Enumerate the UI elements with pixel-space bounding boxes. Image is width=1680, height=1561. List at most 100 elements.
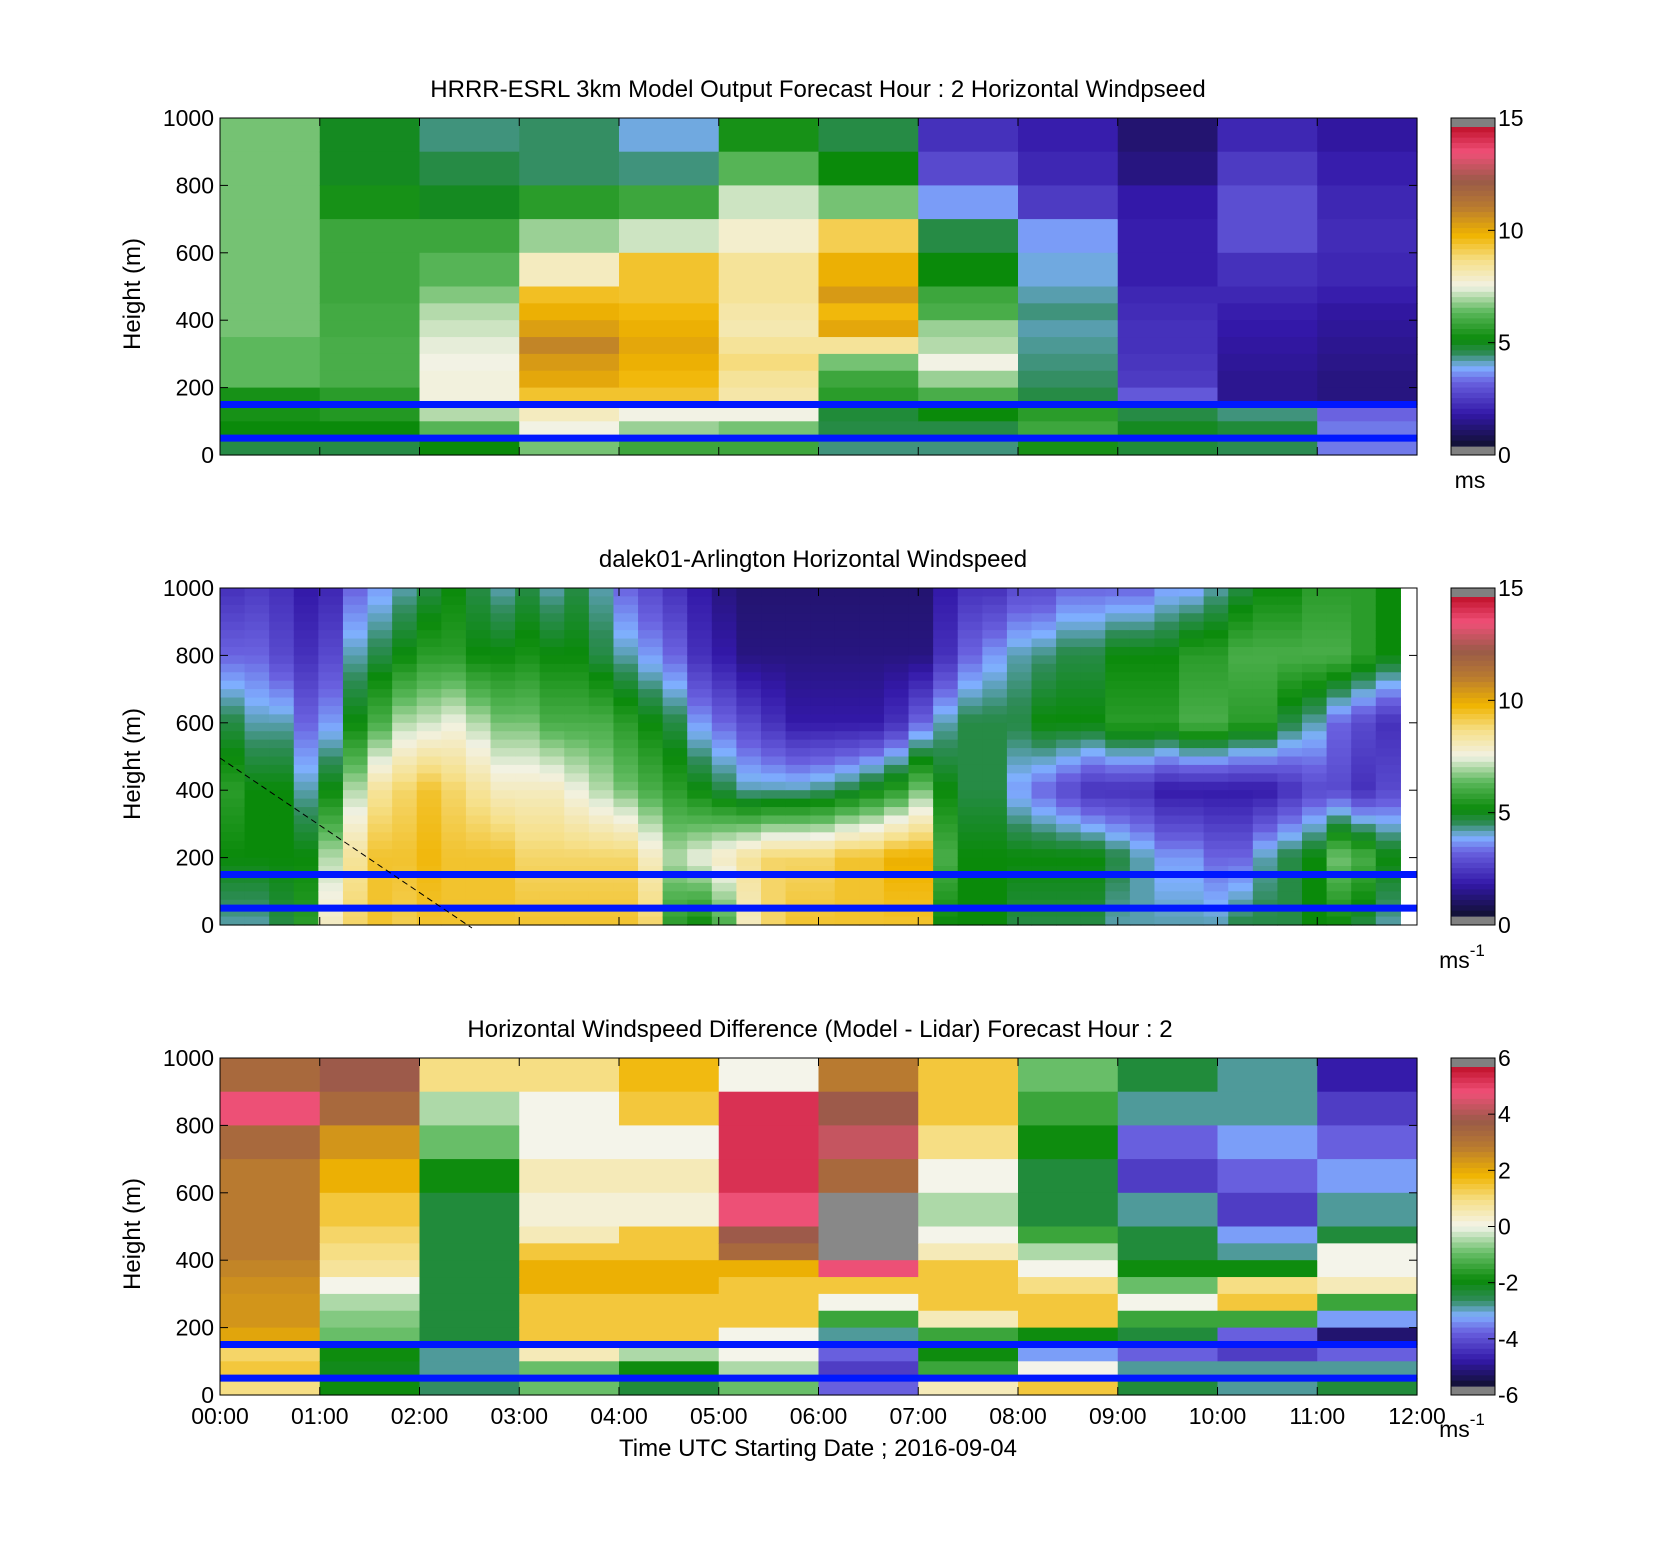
heatmap-cell [519, 353, 620, 372]
heatmap-cell [293, 756, 319, 766]
heatmap-cell [1277, 764, 1303, 774]
heatmap-cell [1006, 604, 1033, 614]
heatmap-cell [539, 874, 565, 884]
colorbar-frame [1450, 117, 1496, 456]
heatmap-cell [918, 1159, 1019, 1194]
heatmap-cell [761, 882, 787, 892]
heatmap-cell [1129, 857, 1156, 867]
heatmap-cell [465, 832, 492, 842]
heatmap-cell [933, 748, 959, 758]
colorbar-cap-top [1451, 588, 1495, 597]
heatmap-cell [441, 798, 467, 808]
heatmap-cell [293, 613, 319, 623]
heatmap-cell [419, 1277, 520, 1295]
heatmap-cell [1302, 756, 1328, 766]
heatmap-cell [465, 646, 492, 656]
heatmap-cell [761, 705, 787, 715]
heatmap-cell [1117, 337, 1219, 355]
heatmap-cell [1018, 252, 1119, 288]
heatmap-cell [613, 739, 639, 749]
heatmap-cell [1018, 1310, 1119, 1329]
heatmap-cell [933, 697, 959, 707]
heatmap-cell [711, 874, 738, 884]
heatmap-cell [1326, 680, 1352, 690]
heatmap-cell [367, 798, 393, 808]
heatmap-cell [441, 588, 467, 598]
heatmap-cell [736, 764, 762, 774]
heatmap-cell [1105, 748, 1131, 758]
heatmap-cell [736, 613, 762, 623]
colorbar-band [1451, 281, 1495, 288]
heatmap-cell [490, 882, 516, 892]
heatmap-cell [539, 672, 565, 682]
heatmap-cell [918, 1091, 1019, 1126]
heatmap-cell [761, 596, 787, 606]
heatmap-cell [1351, 874, 1377, 884]
heatmap-cell [441, 866, 467, 876]
colorbar-band [1451, 318, 1495, 325]
heatmap-cell [441, 697, 467, 707]
heatmap-cell [419, 353, 520, 372]
heatmap-cell [933, 722, 959, 732]
panel-model-heatmap [220, 118, 1418, 456]
heatmap-cell [342, 891, 369, 901]
heatmap-cell [220, 1310, 321, 1329]
heatmap-cell [293, 638, 319, 648]
heatmap-cell [392, 781, 418, 791]
heatmap-cell [318, 916, 344, 926]
heatmap-cell [342, 613, 369, 623]
heatmap-cell [638, 773, 664, 783]
heatmap-cell [416, 630, 442, 640]
heatmap-cell [441, 832, 467, 842]
heatmap-cell [933, 672, 959, 682]
heatmap-cell [1018, 1058, 1119, 1093]
heatmap-cell [419, 1125, 520, 1160]
heatmap-cell [1375, 748, 1401, 758]
heatmap-cell [1302, 638, 1328, 648]
heatmap-cell [982, 705, 1008, 715]
heatmap-cell [834, 655, 860, 665]
heatmap-cell [662, 739, 688, 749]
heatmap-cell [342, 866, 369, 876]
heatmap-cell [519, 1310, 620, 1329]
heatmap-cell [1351, 630, 1377, 640]
y-tick-label: 1000 [163, 1045, 214, 1071]
heatmap-cell [1129, 916, 1156, 926]
heatmap-cell [588, 638, 615, 648]
heatmap-cell [1317, 151, 1418, 186]
heatmap-cell [785, 588, 811, 598]
heatmap-cell [342, 680, 369, 690]
y-tick-label: 600 [176, 1180, 214, 1206]
heatmap-cell [419, 185, 520, 220]
heatmap-cell [736, 773, 762, 783]
heatmap-cell [269, 823, 295, 833]
colorbar-band [1451, 222, 1495, 229]
heatmap-cell [220, 1327, 321, 1346]
heatmap-cell [1129, 613, 1156, 623]
heatmap-cell [1179, 588, 1205, 598]
heatmap-cell [1006, 891, 1033, 901]
heatmap-cell [908, 613, 934, 623]
heatmap-cell [1317, 1310, 1418, 1329]
heatmap-cell [982, 790, 1008, 800]
heatmap-cell [1228, 916, 1254, 926]
heatmap-cell [1129, 807, 1156, 817]
colorbar-band [1451, 398, 1495, 405]
heatmap-cell [1179, 705, 1205, 715]
heatmap-cell [1154, 790, 1180, 800]
heatmap-cell [1217, 1192, 1318, 1228]
heatmap-cell [392, 697, 418, 707]
heatmap-cell [244, 823, 270, 833]
heatmap-cell [319, 303, 421, 321]
heatmap-cell [957, 857, 983, 867]
heatmap-cell [269, 672, 295, 682]
heatmap-cell [1317, 1327, 1418, 1346]
heatmap-cell [1317, 118, 1418, 153]
heatmap-cell [1317, 252, 1418, 288]
heatmap-cell [1326, 731, 1352, 741]
colorbar-band [1451, 852, 1495, 859]
heatmap-cell [1351, 613, 1377, 623]
heatmap-cell [736, 672, 762, 682]
heatmap-cell [1179, 798, 1205, 808]
heatmap-cell [736, 832, 762, 842]
